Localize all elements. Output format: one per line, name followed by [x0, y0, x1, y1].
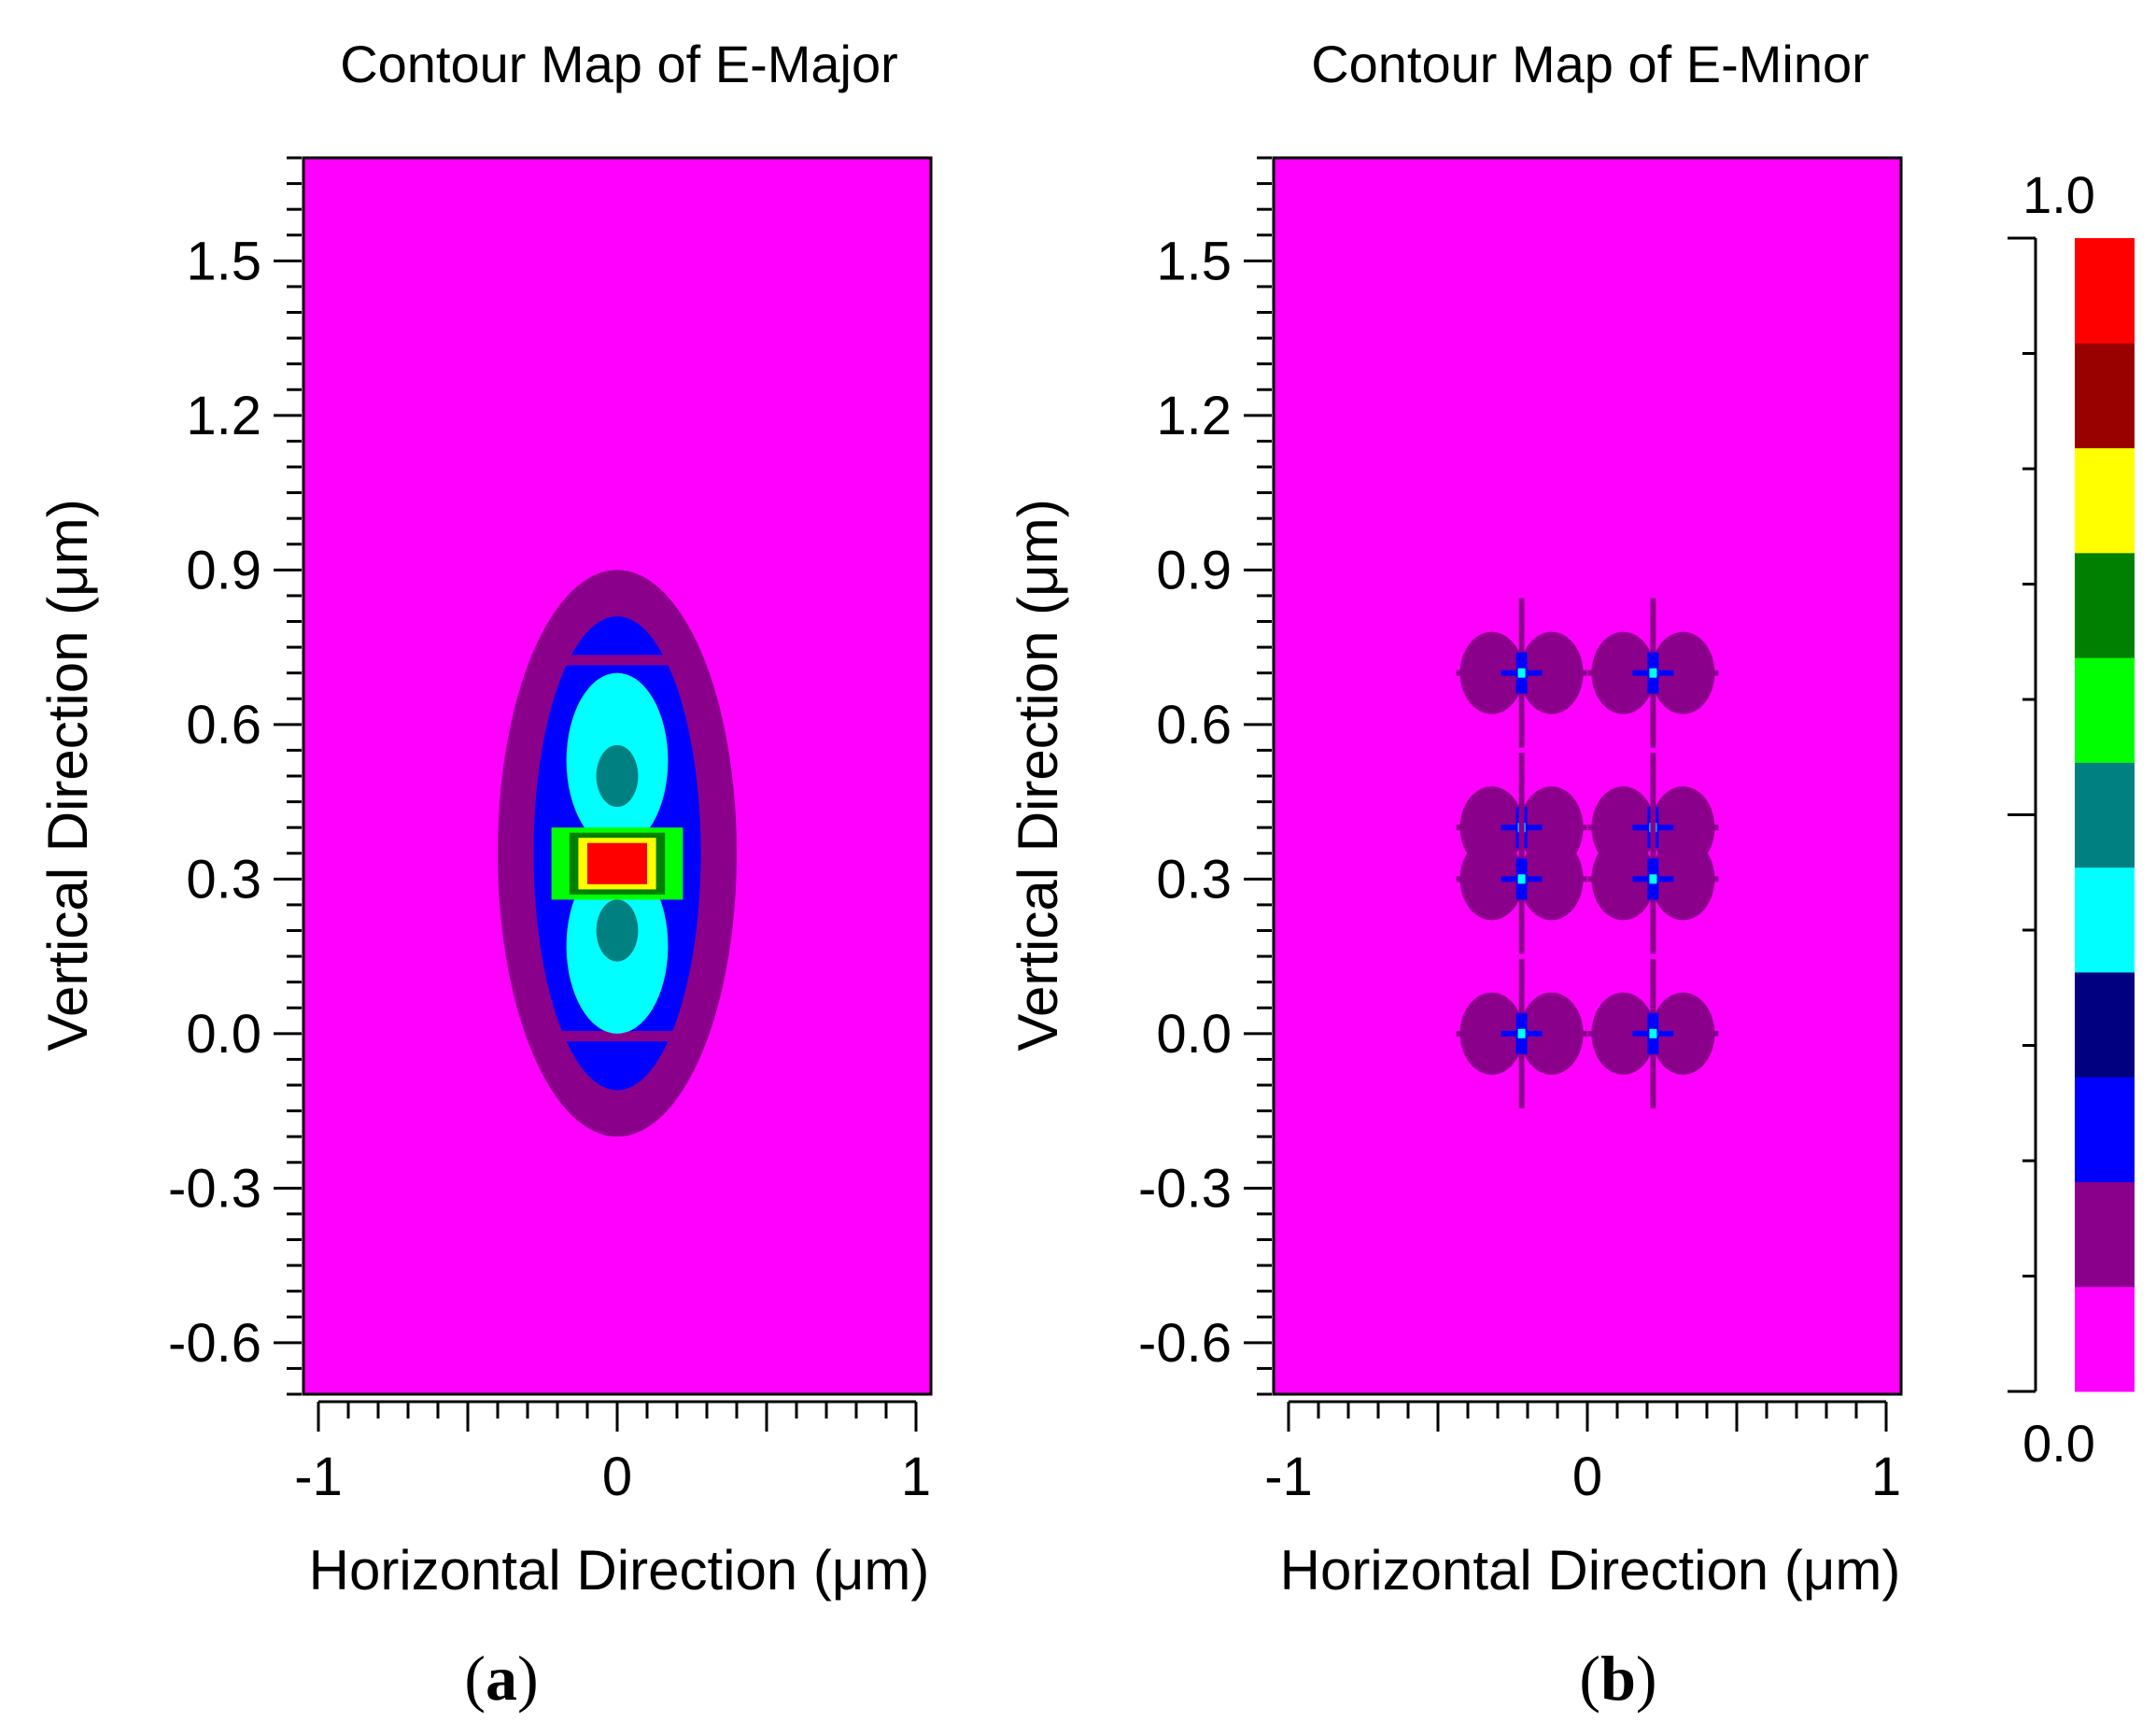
panel-b-lobe: [1587, 958, 1719, 1108]
panel-a-xtick-label: -1: [294, 1447, 343, 1507]
panel-b: Contour Map of E-Minor 1.5 1.2 0.9 0.6 0.3 0.…: [1007, 35, 1903, 1714]
panel-a-contour-region: [543, 655, 692, 666]
panel-a-frame: [302, 156, 933, 1396]
panel-a-letter: a: [486, 1643, 517, 1714]
panel-b-ytick-label: 0.3: [1156, 849, 1232, 910]
panel-b-lobe-peak: [1517, 874, 1526, 884]
colorbar-swatches: [2008, 236, 2135, 1393]
panel-a-contour-region: [587, 842, 647, 884]
colorbar-max-label: 1.0: [2022, 165, 2095, 224]
colorbar-swatch: [2075, 343, 2135, 449]
panel-a-title: Contour Map of E-Major: [340, 35, 898, 93]
colorbar: 1.0 0.0: [2008, 165, 2135, 1473]
panel-a-ytick-label: -0.6: [168, 1313, 261, 1374]
panel-b-ylabel: Vertical Direction (μm): [1007, 499, 1069, 1051]
panel-a-ytick-label: 0.6: [186, 695, 261, 755]
panel-b-lobe: [1456, 958, 1587, 1108]
colorbar-swatch: [2075, 238, 2135, 344]
colorbar-swatch: [2075, 762, 2135, 868]
panel-b-background: [1274, 158, 1901, 1394]
panel-b-label: (b): [1579, 1643, 1656, 1714]
colorbar-swatch: [2075, 867, 2135, 973]
panel-b-lobe-peak: [1649, 668, 1657, 678]
panel-a-ylabel: Vertical Direction (μm): [36, 499, 99, 1051]
colorbar-swatch: [2075, 1077, 2135, 1182]
panel-b-ytick-label: -0.3: [1138, 1158, 1232, 1219]
colorbar-min-label: 0.0: [2022, 1414, 2095, 1473]
panel-b-lobe: [1587, 804, 1719, 954]
panel-a-xlabel: Horizontal Direction (μm): [309, 1539, 930, 1602]
panel-b-lobe-peak: [1649, 1028, 1657, 1038]
panel-b-title: Contour Map of E-Minor: [1311, 35, 1869, 93]
panel-b-field: [1274, 158, 1901, 1394]
panel-a-xtick-label: 1: [901, 1447, 931, 1507]
colorbar-swatch: [2075, 447, 2135, 554]
panel-a-ytick-label: 0.3: [186, 849, 261, 910]
panel-a-ytick-label: 1.2: [186, 386, 261, 446]
panel-a-ytick-label: 1.5: [186, 231, 261, 291]
colorbar-swatch: [2075, 657, 2135, 763]
plot-a: 1.5 1.2 0.9 0.6 0.3 0.0 -0.3 -0.6 -1 0 1: [168, 156, 933, 1507]
panel-b-lobe: [1456, 804, 1587, 954]
panel-a-ytick-label: 0.9: [186, 540, 261, 600]
panel-a-contour-region: [596, 744, 639, 808]
panel-a-ytick-label: -0.3: [168, 1158, 261, 1219]
panel-b-lobe: [1587, 598, 1719, 748]
colorbar-swatch: [2075, 1181, 2135, 1288]
panel-b-xtick-label: 1: [1871, 1447, 1901, 1507]
panel-b-ytick-label: -0.6: [1138, 1313, 1232, 1374]
panel-a-contour-region: [543, 1031, 692, 1042]
colorbar-swatch: [2075, 552, 2135, 658]
panel-b-xlabel: Horizontal Direction (μm): [1280, 1539, 1901, 1602]
panel-a-label: (a): [464, 1643, 538, 1714]
panel-b-letter: b: [1600, 1643, 1636, 1714]
panel-a-xtick-label: 0: [602, 1447, 632, 1507]
panel-b-xtick-label: 0: [1572, 1447, 1602, 1507]
plot-b: 1.5 1.2 0.9 0.6 0.3 0.0 -0.3 -0.6 -1 0 1: [1138, 156, 1903, 1507]
panel-b-lobe-peak: [1649, 874, 1657, 884]
panel-b-ytick-label: 0.6: [1156, 695, 1232, 755]
panel-b-ytick-label: 1.5: [1156, 231, 1232, 291]
panel-b-ytick-label: 1.2: [1156, 386, 1232, 446]
panel-b-lobe-peak: [1517, 668, 1526, 678]
panel-b-lobe-peak: [1517, 1028, 1526, 1038]
colorbar-swatch: [2075, 1286, 2135, 1392]
panel-b-lobe: [1456, 598, 1587, 748]
panel-a-ytick-label: 0.0: [186, 1004, 261, 1065]
panel-b-xtick-label: -1: [1264, 1447, 1313, 1507]
panel-b-frame: [1272, 156, 1903, 1396]
panel-b-ytick-label: 0.0: [1156, 1004, 1232, 1065]
colorbar-swatch: [2075, 971, 2135, 1078]
panel-a-field: [303, 158, 931, 1394]
panel-b-ytick-label: 0.9: [1156, 540, 1232, 600]
panel-a: Contour Map of E-Major 1.5 1.2 0.9 0.6 0.3 0.…: [36, 35, 933, 1714]
panel-a-contour-region: [596, 899, 639, 962]
